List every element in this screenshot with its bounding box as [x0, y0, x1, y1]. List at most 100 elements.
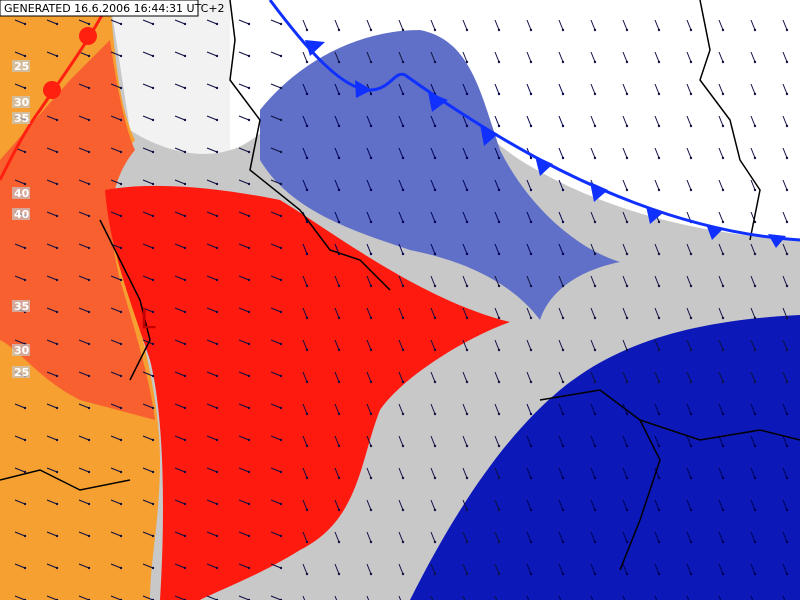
wind-arrow-head: [753, 188, 757, 192]
wind-arrow: [206, 147, 218, 153]
wind-arrow-head: [369, 28, 373, 32]
wind-arrow: [78, 147, 90, 153]
wind-arrow-head: [657, 284, 661, 288]
wind-arrow: [142, 563, 154, 569]
wind-arrow-head: [657, 348, 661, 352]
wind-arrow: [430, 243, 436, 255]
wind-arrow-head: [401, 444, 405, 448]
wind-arrow: [590, 19, 596, 31]
wind-arrow: [78, 19, 90, 25]
wind-arrow-head: [657, 572, 661, 576]
wind-arrow-head: [87, 182, 91, 186]
wind-arrow: [78, 467, 90, 473]
wind-arrow: [430, 275, 436, 287]
wind-arrow-head: [625, 92, 629, 96]
wind-arrow-head: [529, 220, 533, 224]
label-box: [12, 96, 30, 108]
label-box: [12, 112, 30, 124]
wind-arrow-head: [183, 406, 187, 410]
wind-arrow: [462, 595, 466, 600]
wind-arrow-head: [305, 444, 309, 448]
wind-arrow-head: [55, 54, 59, 58]
wind-arrow-head: [215, 118, 219, 122]
wind-arrow: [110, 339, 122, 345]
wind-arrow: [46, 563, 58, 569]
wind-arrow: [430, 467, 436, 479]
wind-arrow-head: [529, 316, 533, 320]
wind-arrow-head: [183, 534, 187, 538]
wind-arrow: [622, 563, 628, 575]
wind-arrow-head: [305, 124, 309, 128]
wind-arrow: [750, 115, 756, 127]
wind-arrow: [174, 499, 186, 505]
wind-arrow: [494, 531, 500, 543]
wind-arrow: [78, 531, 90, 537]
wind-arrow: [366, 467, 372, 479]
wind-arrow-head: [215, 374, 219, 378]
wind-arrow: [494, 211, 500, 223]
wind-arrow-head: [657, 92, 661, 96]
wind-arrow: [302, 275, 308, 287]
wind-arrow-head: [625, 220, 629, 224]
wind-arrow-head: [151, 310, 155, 314]
wind-arrow-head: [753, 348, 757, 352]
wind-arrow: [782, 595, 786, 600]
wind-arrow-head: [785, 92, 789, 96]
wind-arrow: [238, 595, 250, 600]
wind-arrow: [110, 403, 122, 409]
wind-arrow: [78, 595, 90, 600]
wind-arrow: [526, 403, 532, 415]
wind-arrow-head: [337, 28, 341, 32]
wind-arrow-head: [23, 22, 27, 26]
wind-arrow: [78, 499, 90, 505]
wind-arrow: [366, 211, 372, 223]
wind-arrow: [270, 243, 282, 249]
wind-arrow-head: [87, 470, 91, 474]
wind-arrow: [526, 275, 532, 287]
wind-arrow: [462, 51, 468, 63]
wind-arrow: [622, 115, 628, 127]
wind-arrow: [654, 83, 660, 95]
wind-arrow: [366, 339, 372, 351]
wind-arrow-head: [119, 278, 123, 282]
wind-arrow-head: [433, 252, 437, 256]
wind-arrow-head: [279, 118, 283, 122]
wind-arrow-head: [337, 508, 341, 512]
wind-arrow-head: [279, 246, 283, 250]
wind-arrow: [526, 435, 532, 447]
wind-arrow-head: [183, 470, 187, 474]
wind-arrow-head: [721, 348, 725, 352]
wind-arrow: [462, 531, 468, 543]
wind-arrow-head: [721, 284, 725, 288]
wind-arrow: [750, 51, 756, 63]
wind-arrow: [558, 179, 564, 191]
wind-arrow-head: [305, 156, 309, 160]
wind-arrow-head: [279, 150, 283, 154]
isoline-label: 40: [14, 208, 30, 221]
wind-arrow-head: [497, 508, 501, 512]
wind-arrow: [398, 499, 404, 511]
wind-arrow: [398, 595, 402, 600]
wind-arrow: [270, 83, 282, 89]
wind-arrow: [430, 179, 436, 191]
wind-arrow-head: [625, 284, 629, 288]
wind-arrow-head: [55, 438, 59, 442]
dark-blue-region: [410, 315, 800, 600]
wind-arrow-head: [689, 60, 693, 64]
wind-arrow: [302, 435, 308, 447]
wind-arrow: [398, 531, 404, 543]
wind-arrow: [366, 531, 372, 543]
wind-arrow-head: [215, 566, 219, 570]
wind-arrow: [366, 19, 372, 31]
wind-arrow-head: [721, 380, 725, 384]
wind-arrow: [782, 83, 788, 95]
wind-arrow: [174, 211, 186, 217]
wind-arrow: [494, 51, 500, 63]
wind-arrow: [718, 211, 724, 223]
wind-arrow-head: [279, 214, 283, 218]
wind-arrow: [142, 115, 154, 121]
wind-arrow-head: [529, 124, 533, 128]
wind-arrow: [750, 595, 754, 600]
wind-arrow: [462, 307, 468, 319]
